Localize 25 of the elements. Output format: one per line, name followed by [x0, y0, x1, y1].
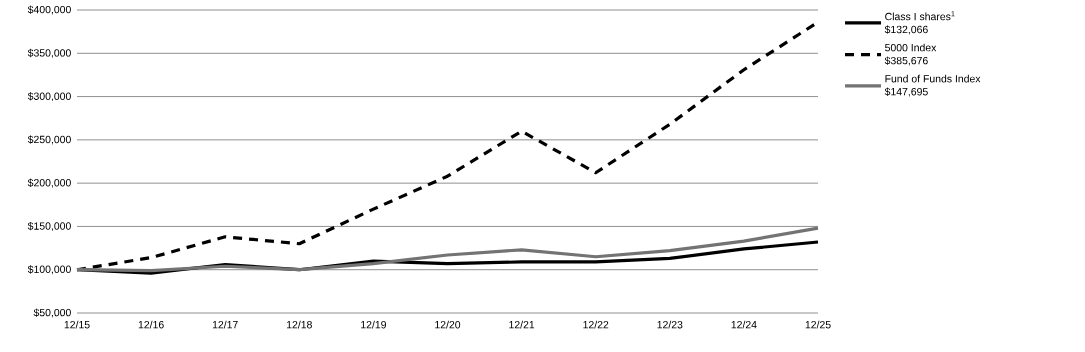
text: $132,066	[884, 25, 928, 35]
x-tick-label: 12/24	[731, 320, 757, 329]
x-tick-label: 12/23	[657, 320, 683, 329]
x-tick-label: 12/17	[212, 320, 238, 329]
text: $147,695	[884, 87, 928, 97]
y-tick-label: $300,000	[27, 92, 71, 102]
y-tick-label: $250,000	[27, 135, 71, 145]
x-tick-label: 12/25	[805, 320, 831, 329]
x-tick-label: 12/18	[287, 320, 312, 329]
x-tick-label: 12/19	[361, 320, 386, 329]
legend-label: Class I shares$^{1}$	[885, 11, 955, 21]
x-tick-label: 12/15	[64, 320, 90, 329]
y-tick-label: $200,000	[27, 178, 71, 188]
y-tick-label: $50,000	[33, 308, 71, 318]
x-tick-label: 12/20	[435, 320, 461, 329]
y-tick-label: $350,000	[27, 48, 71, 58]
y-tick-label: $150,000	[27, 221, 71, 231]
text: $385,676	[884, 56, 928, 66]
y-tick-label: $400,000	[27, 5, 71, 15]
x-tick-label: 12/22	[583, 320, 609, 329]
x-tick-label: 12/21	[509, 320, 535, 329]
legend-label: 5000 Index	[885, 43, 937, 52]
y-tick-label: $100,000	[27, 265, 71, 275]
legend-label: Fund of Funds Index	[885, 74, 981, 83]
x-tick-label: 12/16	[138, 320, 164, 329]
